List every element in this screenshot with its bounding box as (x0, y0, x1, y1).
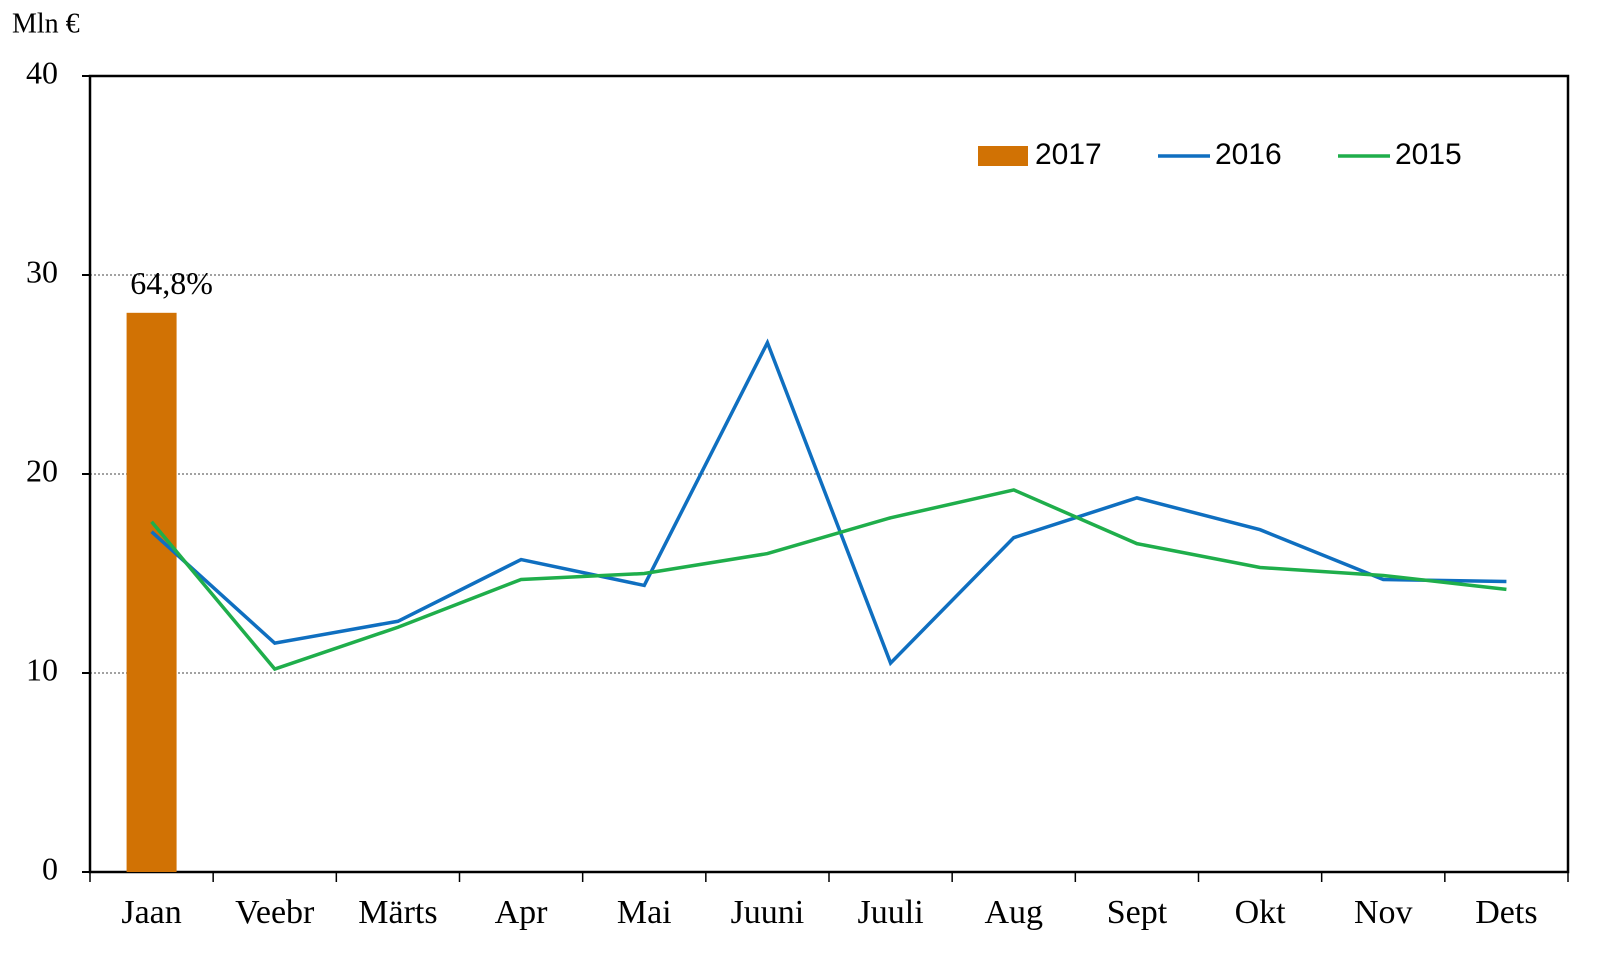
x-tick-label: Sept (1107, 894, 1168, 931)
y-tick-label: 0 (42, 850, 58, 886)
x-tick-label: Veebr (235, 894, 315, 931)
legend-swatch (978, 146, 1028, 166)
y-tick-label: 30 (26, 253, 58, 289)
x-tick-label: Juuni (731, 894, 805, 931)
legend-label: 2016 (1215, 138, 1282, 171)
x-tick-label: Jaan (121, 894, 181, 931)
y-axis-label: Mln € (12, 8, 80, 39)
y-tick-label: 10 (26, 651, 58, 687)
x-tick-label: Nov (1354, 894, 1413, 931)
x-tick-label: Juuli (858, 894, 924, 931)
x-tick-label: Apr (495, 894, 549, 931)
x-tick-label: Märts (358, 894, 437, 931)
bar-annotation: 64,8% (130, 265, 213, 301)
x-tick-label: Okt (1235, 894, 1287, 931)
line (150, 338, 1507, 667)
bar (126, 312, 177, 872)
y-tick-label: 20 (26, 452, 58, 488)
x-tick-label: Dets (1475, 894, 1537, 931)
line (150, 488, 1507, 672)
x-tick-label: Mai (617, 894, 672, 931)
y-tick-label: 40 (26, 54, 58, 90)
x-tick-label: Aug (984, 894, 1043, 931)
legend-label: 2015 (1395, 138, 1462, 171)
legend-label: 2017 (1035, 138, 1102, 171)
